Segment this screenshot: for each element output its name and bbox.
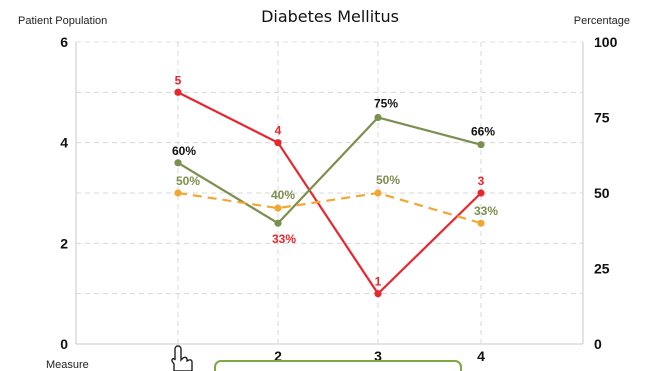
data-label: 33%: [272, 232, 296, 246]
data-label: 60%: [172, 144, 196, 158]
left-axis-ticks: 0 2 4 6: [60, 34, 68, 352]
data-point: [274, 219, 282, 227]
x-tick-label: 3: [374, 348, 382, 364]
series-layer: [174, 88, 485, 298]
data-point: [374, 189, 382, 197]
data-label: 40%: [271, 188, 295, 202]
data-point: [274, 204, 282, 212]
data-point: [174, 159, 182, 167]
series-line: [177, 191, 482, 225]
data-label: 50%: [176, 174, 200, 188]
data-label: 66%: [471, 125, 495, 139]
data-label: 33%: [474, 204, 498, 218]
left-tick-label: 4: [60, 135, 68, 151]
data-label: 75%: [374, 97, 398, 111]
right-tick-label: 50: [594, 185, 610, 201]
data-point: [174, 88, 182, 96]
x-tick-label: 2: [274, 348, 282, 364]
data-label: 1: [375, 275, 382, 289]
data-point: [374, 290, 382, 298]
left-tick-label: 0: [60, 336, 68, 352]
data-point: [274, 139, 282, 147]
data-point: [174, 189, 182, 197]
right-tick-label: 100: [594, 34, 618, 50]
data-label: 50%: [376, 173, 400, 187]
x-axis-ticks: 2 3 4: [274, 348, 485, 364]
chart-title: Diabetes Mellitus: [261, 7, 399, 26]
right-axis-ticks: 0 25 50 75 100: [594, 34, 618, 352]
left-tick-label: 6: [60, 34, 68, 50]
data-label: 3: [478, 174, 485, 188]
x-tick-label: 4: [477, 348, 485, 364]
x-axis-title: Measure: [46, 359, 89, 371]
green-bordered-panel[interactable]: [214, 360, 462, 371]
right-tick-label: 75: [594, 110, 610, 126]
data-labels: 5 4 1 3 60% 33% 75% 66% 50% 40% 50% 33%: [172, 73, 498, 288]
right-tick-label: 25: [594, 261, 610, 277]
data-point: [477, 141, 485, 149]
hand-pointer-icon: [171, 345, 193, 371]
data-point: [374, 113, 382, 122]
data-point: [477, 189, 485, 197]
data-label: 4: [275, 124, 282, 138]
left-axis-title: Patient Population: [18, 15, 107, 27]
grid-lines: [75, 41, 584, 345]
right-axis-title: Percentage: [574, 15, 630, 27]
series-line: [177, 116, 482, 225]
right-tick-label: 0: [594, 336, 602, 352]
series-line: [177, 91, 482, 296]
data-label: 5: [175, 73, 182, 87]
left-tick-label: 2: [60, 235, 68, 251]
data-point: [477, 219, 485, 227]
